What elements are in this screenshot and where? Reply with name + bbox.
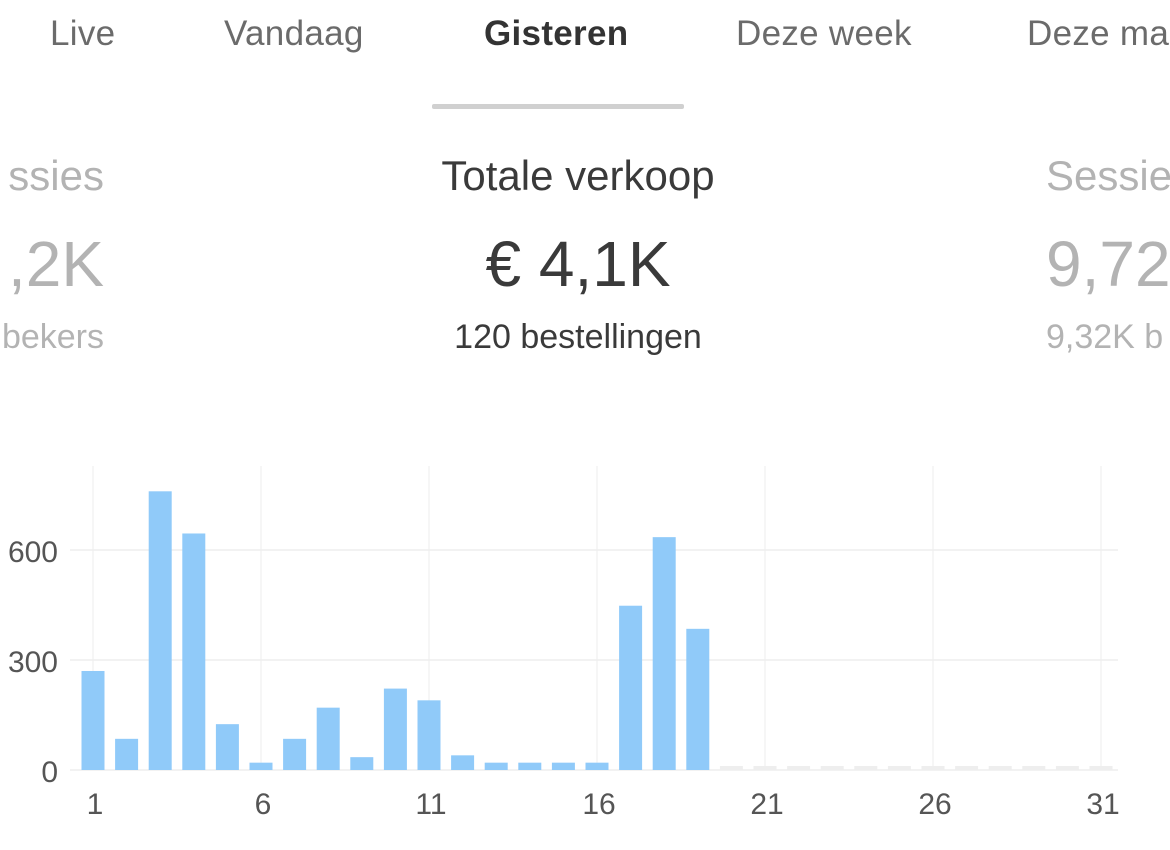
metric-label: Sessie	[1046, 152, 1170, 199]
metric-card-sessions-right[interactable]: Sessie 9,72 9,32K b	[1046, 148, 1170, 359]
metric-subtext: bekers	[1, 318, 104, 356]
bar-day-19	[686, 628, 710, 770]
bar-day-22	[787, 766, 811, 770]
tab-deze-week[interactable]: Deze week	[736, 14, 912, 53]
bar-day-12	[451, 755, 475, 770]
bar-day-3	[148, 491, 172, 770]
bar-day-27	[955, 766, 979, 770]
x-tick-label: 21	[750, 788, 783, 821]
metric-value: € 4,1K	[485, 228, 671, 300]
bar-day-25	[887, 766, 911, 770]
metric-subtext: 9,32K b	[1046, 318, 1164, 356]
x-tick-label: 11	[415, 788, 446, 821]
tab-gisteren[interactable]: Gisteren	[484, 14, 629, 53]
x-tick-label: 16	[582, 788, 615, 821]
bar-day-7	[283, 738, 307, 770]
bar-day-29	[1022, 766, 1046, 770]
bar-day-15	[551, 762, 575, 770]
bar-day-6	[249, 762, 273, 770]
bar-day-30	[1055, 766, 1079, 770]
y-tick-label: 300	[8, 646, 58, 679]
bar-day-23	[820, 766, 844, 770]
x-tick-label: 31	[1086, 788, 1119, 821]
metric-value: 9,72	[1046, 228, 1170, 300]
bar-day-10	[383, 688, 407, 770]
y-tick-label: 600	[8, 536, 58, 569]
tab-vandaag[interactable]: Vandaag	[224, 14, 364, 53]
metric-label: Totale verkoop	[441, 152, 715, 199]
tab-deze-maand[interactable]: Deze ma	[1027, 14, 1170, 53]
tab-live[interactable]: Live	[50, 14, 116, 53]
bar-day-28	[988, 766, 1012, 770]
x-tick-label: 26	[918, 788, 951, 821]
bar-day-20	[719, 766, 743, 770]
metric-card-sessions-left[interactable]: ssies ,2K bekers	[0, 148, 104, 359]
x-tick-label: 6	[255, 788, 272, 821]
bar-day-16	[585, 762, 609, 770]
metric-subtext: 120 bestellingen	[454, 318, 702, 356]
bar-day-26	[921, 766, 945, 770]
y-tick-label: 0	[41, 756, 58, 789]
bar-day-21	[753, 766, 777, 770]
bar-day-9	[350, 757, 374, 770]
bar-day-13	[484, 762, 508, 770]
bar-day-8	[316, 707, 340, 770]
metric-label: ssies	[8, 152, 104, 199]
bar-day-24	[854, 766, 878, 770]
bar-day-1	[81, 670, 105, 770]
x-tick-label: 1	[87, 788, 104, 821]
bar-day-18	[652, 537, 676, 770]
bar-day-17	[619, 605, 643, 770]
bar-day-31	[1089, 766, 1113, 770]
bar-day-14	[518, 762, 542, 770]
metric-card-total-sales[interactable]: Totale verkoop € 4,1K 120 bestellingen	[420, 148, 736, 359]
bar-day-4	[182, 533, 206, 770]
bar-day-11	[417, 700, 441, 770]
bar-day-2	[115, 738, 139, 770]
bar-day-5	[215, 724, 239, 770]
period-tabs: Live Vandaag Gisteren Deze week Deze ma	[0, 0, 1170, 110]
active-tab-indicator	[432, 104, 684, 109]
metric-value: ,2K	[7, 228, 104, 300]
